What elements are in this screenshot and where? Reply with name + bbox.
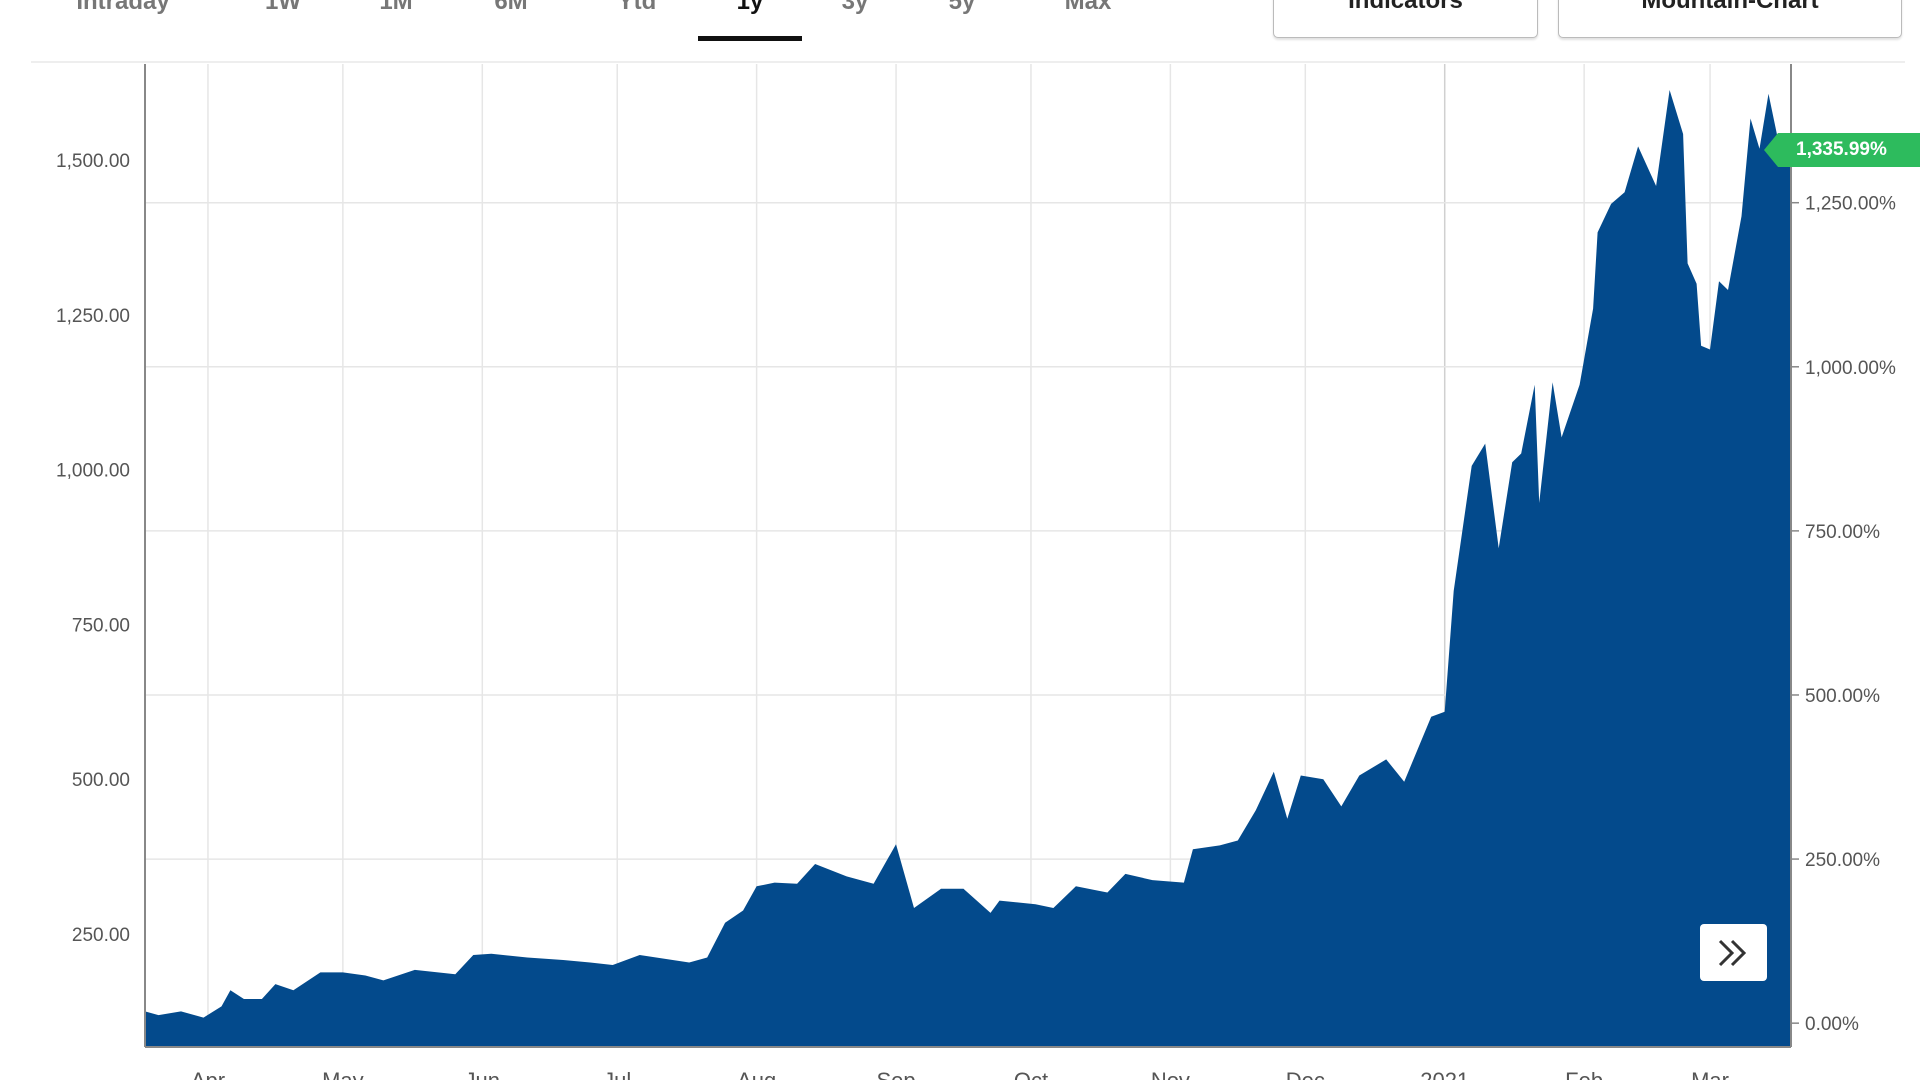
right-tick-label: 750.00% bbox=[1805, 522, 1880, 543]
x-tick-label: Dec bbox=[1286, 1068, 1325, 1080]
left-tick-label: 1,000.00 bbox=[56, 461, 130, 482]
chart-type-label: Mountain-Chart bbox=[1641, 0, 1819, 14]
x-tick-label: Feb bbox=[1565, 1068, 1603, 1080]
tab-max[interactable]: Max bbox=[1064, 0, 1112, 15]
right-tick-label: 0.00% bbox=[1805, 1014, 1859, 1035]
x-tick-label: Sep bbox=[876, 1068, 915, 1080]
tab-1y[interactable]: 1y bbox=[736, 0, 764, 15]
right-tick-label: 1,000.00% bbox=[1805, 358, 1896, 379]
price-area bbox=[145, 90, 1791, 1047]
tab-intraday[interactable]: Intraday bbox=[76, 0, 170, 15]
indicators-label: Indicators bbox=[1348, 0, 1463, 14]
tab-1w[interactable]: 1W bbox=[265, 0, 301, 15]
tab-ytd[interactable]: Ytd bbox=[617, 0, 657, 15]
indicators-button[interactable]: Indicators bbox=[1273, 0, 1538, 38]
x-tick-label: Aug bbox=[737, 1068, 776, 1080]
last-value-badge: 1,335.99% bbox=[1764, 133, 1920, 167]
x-tick-label: Jul bbox=[603, 1068, 631, 1080]
last-value-text: 1,335.99% bbox=[1796, 139, 1887, 160]
left-tick-label: 750.00 bbox=[72, 615, 130, 636]
tab-1m[interactable]: 1M bbox=[379, 0, 413, 15]
tab-6m[interactable]: 6M bbox=[494, 0, 528, 15]
x-tick-label: Apr bbox=[191, 1068, 225, 1080]
left-tick-label: 500.00 bbox=[72, 770, 130, 791]
right-tick-label: 500.00% bbox=[1805, 686, 1880, 707]
expand-chart-button[interactable] bbox=[1700, 924, 1767, 981]
right-tick-label: 250.00% bbox=[1805, 850, 1880, 871]
double-chevron-right-icon bbox=[1718, 939, 1746, 966]
left-tick-label: 1,500.00 bbox=[56, 151, 130, 172]
header-divider bbox=[31, 61, 1905, 63]
x-tick-label: May bbox=[322, 1068, 364, 1080]
x-tick-label: 2021 bbox=[1420, 1068, 1469, 1080]
x-tick-label: Mar bbox=[1691, 1068, 1729, 1080]
left-tick-label: 1,250.00 bbox=[56, 306, 130, 327]
left-tick-label: 250.00 bbox=[72, 925, 130, 946]
chart-type-button[interactable]: Mountain-Chart bbox=[1558, 0, 1902, 38]
x-tick-label: Jun bbox=[465, 1068, 500, 1080]
active-tab-indicator bbox=[698, 36, 802, 41]
x-tick-label: Nov bbox=[1151, 1068, 1190, 1080]
right-tick-label: 1,250.00% bbox=[1805, 194, 1896, 215]
x-tick-label: Oct bbox=[1014, 1068, 1048, 1080]
tab-5y[interactable]: 5y bbox=[948, 0, 976, 15]
tab-3y[interactable]: 3y bbox=[841, 0, 869, 15]
